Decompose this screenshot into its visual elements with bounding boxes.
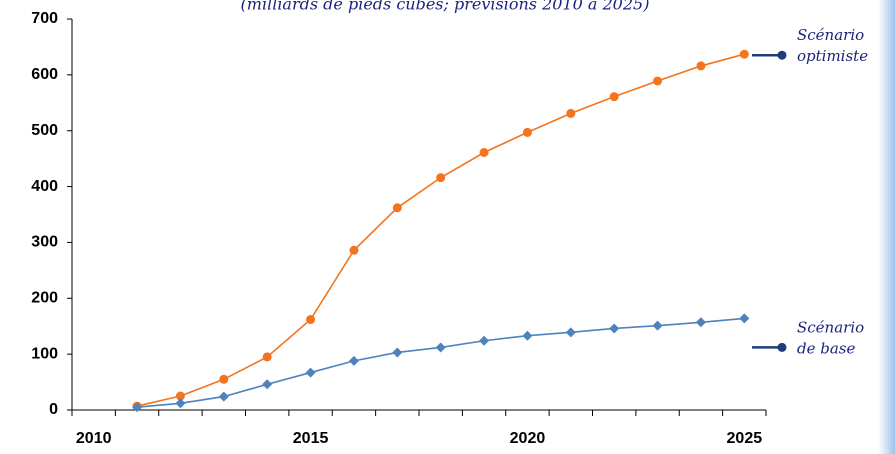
x-tick-label: 2020 xyxy=(510,430,546,447)
y-tick-label: 600 xyxy=(31,66,58,83)
diamond-marker xyxy=(739,313,750,324)
diamond-marker xyxy=(609,323,620,334)
circle-marker xyxy=(522,127,532,137)
diamond-marker xyxy=(132,402,143,413)
annotation-line-text: optimiste xyxy=(797,47,868,65)
annotation-line-text: Scénario xyxy=(797,26,864,44)
annotation: Scénario optimiste xyxy=(797,26,868,65)
diamond-marker xyxy=(348,355,359,366)
diamond-marker xyxy=(522,330,533,341)
diamond-marker xyxy=(262,379,273,390)
circle-marker xyxy=(262,352,272,362)
annotation-dot xyxy=(777,342,787,352)
diamond-marker xyxy=(305,367,316,378)
diamond-marker xyxy=(435,342,446,353)
y-tick-label: 300 xyxy=(31,234,58,251)
circle-marker xyxy=(349,245,359,255)
y-tick-label: 200 xyxy=(31,290,58,307)
diamond-marker xyxy=(175,398,186,409)
y-tick-label: 0 xyxy=(49,401,58,418)
y-tick-label: 500 xyxy=(31,122,58,139)
annotation-line-text: de base xyxy=(797,339,855,357)
circle-marker xyxy=(306,315,316,325)
annotation: Scénario de base xyxy=(797,318,864,357)
circle-marker xyxy=(436,173,446,183)
x-tick-label: 2010 xyxy=(76,430,112,447)
x-tick-label: 2015 xyxy=(293,430,329,447)
y-tick-label: 400 xyxy=(31,178,58,195)
circle-marker xyxy=(696,61,706,71)
circle-marker xyxy=(609,92,619,102)
diamond-marker xyxy=(392,347,403,358)
circle-marker xyxy=(175,391,185,401)
diamond-marker xyxy=(565,327,576,338)
circle-marker xyxy=(566,108,576,118)
circle-marker xyxy=(653,76,663,86)
circle-marker xyxy=(219,374,229,384)
diamond-marker xyxy=(479,335,490,346)
x-tick-label: 2025 xyxy=(727,430,763,447)
series-line xyxy=(136,53,745,407)
diamond-marker xyxy=(218,391,229,402)
annotation-dot xyxy=(777,50,787,60)
circle-marker xyxy=(739,49,749,59)
annotation-line-text: Scénario xyxy=(797,318,864,336)
edge-strip xyxy=(878,0,895,454)
circle-marker xyxy=(392,203,402,213)
y-tick-label: 700 xyxy=(31,10,58,27)
diamond-marker xyxy=(695,317,706,328)
circle-marker xyxy=(479,147,489,157)
diamond-marker xyxy=(652,320,663,331)
series-line xyxy=(136,317,745,409)
y-tick-label: 100 xyxy=(31,345,58,362)
chart-title: (milliards de pieds cubes; prévisions 20… xyxy=(241,0,650,14)
